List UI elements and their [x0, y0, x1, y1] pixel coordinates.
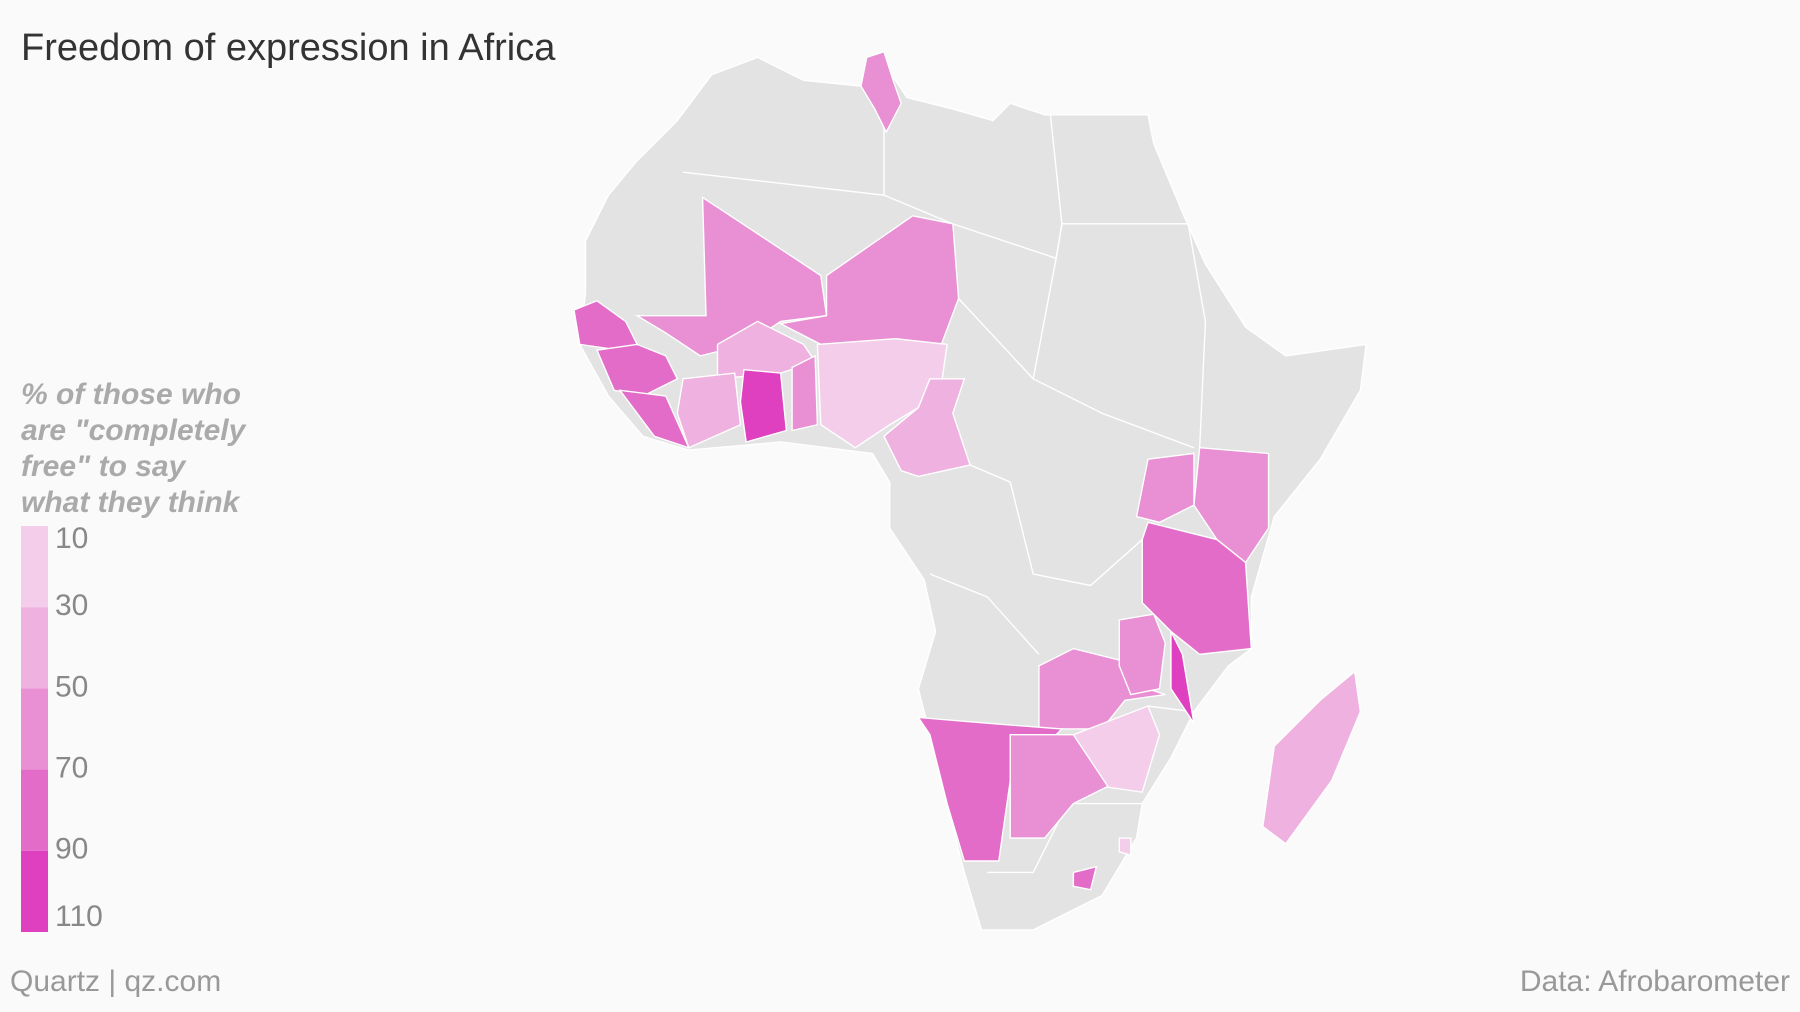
- region: [676, 372, 742, 449]
- footer-left: Quartz | qz.com: [10, 965, 221, 998]
- region: [1118, 837, 1132, 857]
- legend-tick-label: 10: [55, 522, 88, 555]
- region: [1170, 631, 1195, 724]
- title: Freedom of expression in Africa: [21, 27, 556, 69]
- legend-swatch: [21, 526, 48, 608]
- region: [1072, 865, 1098, 891]
- legend-tick-label: 90: [55, 833, 88, 866]
- legend-title: are "completely: [21, 414, 247, 447]
- region: [595, 343, 679, 397]
- region: [1141, 521, 1253, 656]
- legend-tick-label: 110: [55, 900, 103, 933]
- footer-right: Data: Afrobarometer: [1520, 965, 1790, 998]
- map: [573, 50, 1367, 931]
- region: [1262, 670, 1362, 845]
- region: [883, 378, 971, 478]
- region: [1009, 734, 1109, 839]
- legend-swatch: [21, 769, 48, 851]
- legend-swatch: [21, 688, 48, 770]
- region: [791, 354, 819, 432]
- region: [1118, 613, 1166, 696]
- legend-title: free" to say: [21, 450, 187, 483]
- legend-title: what they think: [21, 486, 241, 519]
- legend-tick-label: 70: [55, 752, 88, 785]
- legend-tick-label: 30: [55, 589, 88, 622]
- legend-swatch: [21, 850, 48, 932]
- legend-swatch: [21, 607, 48, 689]
- legend-tick-label: 50: [55, 670, 88, 703]
- legend-title: % of those who: [21, 378, 241, 411]
- region: [1135, 452, 1195, 524]
- region: [739, 368, 788, 443]
- region: [860, 50, 902, 134]
